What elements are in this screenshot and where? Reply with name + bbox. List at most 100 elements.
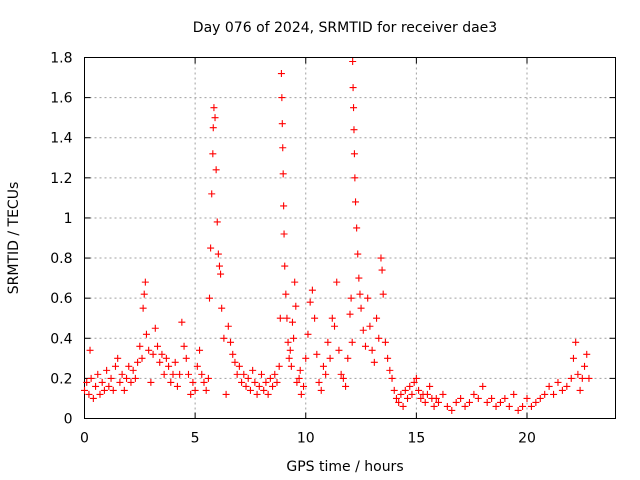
- data-point: [240, 370, 248, 378]
- data-point: [567, 374, 575, 382]
- data-point: [142, 330, 150, 338]
- x-tick-label: 20: [518, 431, 536, 447]
- data-point: [350, 104, 358, 112]
- data-point: [304, 330, 312, 338]
- data-point: [85, 390, 93, 398]
- data-point: [215, 262, 223, 270]
- data-point: [510, 390, 518, 398]
- data-point: [532, 398, 540, 406]
- data-point: [328, 314, 336, 322]
- x-axis-label: GPS time / hours: [286, 459, 403, 475]
- data-point: [488, 394, 496, 402]
- data-point: [392, 394, 400, 402]
- data-point: [461, 402, 469, 410]
- data-point: [574, 370, 582, 378]
- data-point: [149, 350, 157, 358]
- data-point: [576, 386, 584, 394]
- data-point: [581, 362, 589, 370]
- data-point: [269, 382, 277, 390]
- data-point: [406, 382, 414, 390]
- data-point: [140, 290, 148, 298]
- data-point: [120, 386, 128, 394]
- data-point: [536, 394, 544, 402]
- data-point: [457, 394, 465, 402]
- axis-ticks: 0 0.2 0.4 0.6 0.8 1 1.2 1.4 1.6 1.8 0 5 10 15 20: [50, 51, 616, 447]
- data-point: [141, 278, 149, 286]
- data-point: [364, 294, 372, 302]
- data-point: [432, 394, 440, 402]
- data-point: [83, 378, 91, 386]
- data-point: [331, 322, 339, 330]
- data-point: [282, 290, 290, 298]
- data-point: [206, 294, 214, 302]
- data-point: [260, 386, 268, 394]
- data-point: [317, 386, 325, 394]
- data-point: [292, 302, 300, 310]
- data-point: [134, 358, 142, 366]
- data-point: [287, 362, 295, 370]
- data-point: [242, 382, 250, 390]
- data-point: [452, 398, 460, 406]
- data-point: [324, 338, 332, 346]
- data-point: [210, 104, 218, 112]
- data-point: [319, 362, 327, 370]
- x-tick-label: 15: [407, 431, 425, 447]
- data-point: [346, 310, 354, 318]
- y-tick-label: 1.4: [50, 131, 72, 147]
- data-point: [235, 362, 243, 370]
- x-tick-label: 5: [191, 431, 200, 447]
- y-tick-label: 0.8: [50, 251, 72, 267]
- data-point: [279, 144, 287, 152]
- y-tick-label: 1.8: [50, 51, 72, 67]
- data-point: [224, 322, 232, 330]
- data-point: [276, 314, 284, 322]
- data-point: [410, 378, 418, 386]
- data-point: [156, 358, 164, 366]
- data-point: [217, 270, 225, 278]
- data-point: [129, 366, 137, 374]
- data-point: [370, 358, 378, 366]
- data-point: [399, 402, 407, 410]
- data-point: [94, 370, 102, 378]
- y-tick-label: 1.2: [50, 171, 72, 187]
- data-point: [347, 294, 355, 302]
- data-point: [222, 390, 230, 398]
- data-point: [315, 378, 323, 386]
- data-point: [501, 394, 509, 402]
- data-point: [342, 382, 350, 390]
- data-point: [154, 342, 162, 350]
- data-point: [127, 378, 135, 386]
- data-point: [295, 374, 303, 382]
- data-point: [160, 370, 168, 378]
- data-point: [366, 322, 374, 330]
- data-point: [167, 378, 175, 386]
- data-point: [87, 374, 95, 382]
- data-point: [109, 386, 117, 394]
- data-point: [98, 378, 106, 386]
- data-point: [335, 346, 343, 354]
- data-point: [204, 374, 212, 382]
- data-point: [356, 290, 364, 298]
- data-point: [349, 58, 357, 66]
- data-point: [386, 366, 394, 374]
- data-point: [351, 174, 359, 182]
- data-point: [169, 370, 177, 378]
- data-point: [368, 346, 376, 354]
- data-point: [349, 84, 357, 92]
- data-point: [397, 390, 405, 398]
- data-point: [258, 370, 265, 378]
- data-point: [514, 406, 522, 414]
- y-tick-label: 0.2: [50, 371, 72, 387]
- data-point: [519, 402, 527, 410]
- data-point: [585, 374, 593, 382]
- data-point: [100, 386, 108, 394]
- data-point: [227, 338, 235, 346]
- data-point: [107, 374, 115, 382]
- data-point: [131, 374, 139, 382]
- data-point: [297, 390, 305, 398]
- data-point: [404, 394, 412, 402]
- data-point: [339, 374, 347, 382]
- data-point: [207, 244, 215, 252]
- x-tick-label: 10: [297, 431, 315, 447]
- data-point: [448, 406, 456, 414]
